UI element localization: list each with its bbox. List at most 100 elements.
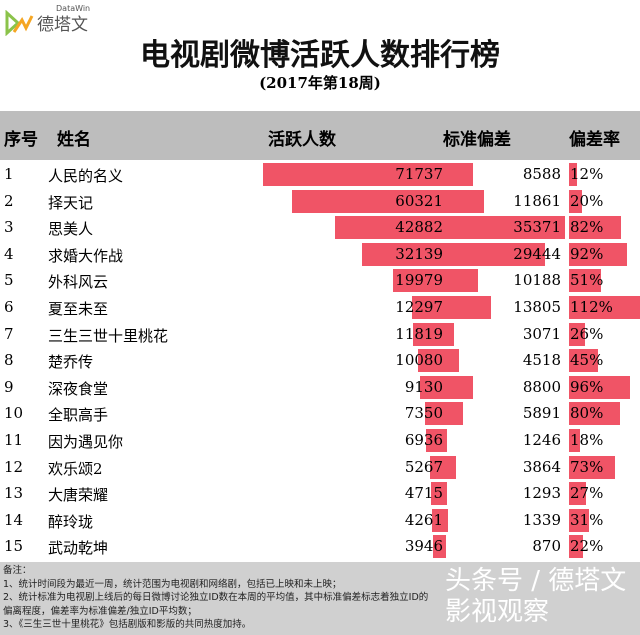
table-row: 9 深夜食堂 9130 8800 96% [0,374,640,401]
std-value: 1246 [522,430,561,449]
rate-value: 20% [570,191,604,210]
rank: 14 [4,510,24,529]
std-bar [443,163,473,186]
active-count: 3946 [404,537,443,556]
drama-name: 醉玲珑 [48,512,94,531]
rate-bar [569,482,587,506]
std-bar [443,242,545,266]
table-row: 6 夏至未至 12297 13805 112% [0,294,640,321]
table-row: 7 三生三世十里桃花 11819 3071 26% [0,321,640,348]
active-count: 32139 [395,244,443,263]
active-count: 12297 [395,297,443,316]
active-bar [417,349,443,373]
rank: 12 [4,457,24,476]
note-line: 2、统计标准为电视剧上线后的每日微博讨论独立ID数在本周的平均值，其中标准偏差标… [3,592,429,617]
std-bar [443,455,457,479]
rate-value: 51% [570,271,604,290]
active-count: 60321 [395,191,443,210]
ranking-table: 1 人民的名义 71737 8588 12% 2 择天记 60321 11861… [0,161,640,560]
rate-bar [569,216,621,240]
table-row: 10 全职高手 7350 5891 80% [0,400,640,427]
rate-bar [569,428,581,452]
rate-value: 18% [570,430,604,449]
std-value: 1293 [522,484,561,503]
table-row: 15 武动乾坤 3946 870 22% [0,533,640,560]
std-bar [443,269,479,293]
std-bar [443,349,459,373]
rate-value: 26% [570,324,604,343]
rate-value: 80% [570,404,604,423]
rank: 4 [4,244,14,263]
active-count: 71737 [395,165,443,183]
datawin-logo: DataWin 德塔文 [4,4,114,38]
std-bar [443,216,565,240]
drama-name: 深夜食堂 [48,379,109,398]
drama-name: 夏至未至 [48,299,109,318]
rate-bar [569,242,628,266]
active-count: 10080 [395,351,443,370]
active-bar [412,295,443,319]
rate-value: 96% [570,377,604,396]
header-std: 标准偏差 [443,130,511,150]
rate-bar [569,349,598,373]
std-value: 13805 [513,297,561,316]
active-bar [335,216,443,240]
active-count: 4261 [404,510,443,529]
notes: 备注： 1、统计时间段为最近一周，统计范围为电视剧和网络剧，包括已上映和未上映；… [0,562,640,635]
rank: 7 [4,324,14,343]
drama-name: 全职高手 [48,406,109,425]
table-row: 11 因为遇见你 6936 1246 18% [0,427,640,454]
rate-value: 12% [570,165,604,183]
table-row: 5 外科风云 19979 10188 51% [0,267,640,294]
rate-bar [569,455,616,479]
std-value: 5891 [522,404,561,423]
rate-bar [569,322,586,346]
active-count: 4715 [404,484,443,503]
std-value: 4518 [522,351,561,370]
table-row: 12 欢乐颂2 5267 3864 73% [0,454,640,481]
active-bar [429,455,443,479]
page-title: 电视剧微博活跃人数排行榜 [140,38,500,73]
table-header: 序号 姓名 活跃人数 标准偏差 偏差率 [0,111,640,160]
std-bar [443,189,484,213]
active-bar [433,535,443,559]
drama-name: 求婚大作战 [48,246,124,265]
rate-bar [569,269,602,293]
active-bar [413,322,443,346]
std-value: 10188 [513,271,561,290]
rank: 13 [4,484,24,503]
std-bar [443,375,474,399]
notes-text: 备注： 1、统计时间段为最近一周，统计范围为电视剧和网络剧，包括已上映和未上映；… [3,564,433,632]
std-value: 3864 [522,457,561,476]
note-line: 3、《三生三世十里桃花》包括剧版和影版的共同热度加持。 [3,619,252,630]
rate-value: 73% [570,457,604,476]
table-row: 13 大唐荣耀 4715 1293 27% [0,480,640,507]
active-count: 5267 [404,457,443,476]
std-bar [443,508,448,532]
std-value: 8588 [522,165,561,183]
active-bar [432,508,443,532]
std-bar [443,402,464,426]
std-bar [443,535,446,559]
active-bar [291,189,443,213]
drama-name: 思美人 [48,220,94,239]
logo-text: 德塔文 [37,15,88,35]
rate-value: 27% [570,484,604,503]
watermark: 头条号 / 德塔文影视观察 [445,566,627,627]
drama-name: 大唐荣耀 [48,486,109,505]
table-row: 8 楚乔传 10080 4518 45% [0,347,640,374]
header-name: 姓名 [57,130,91,150]
header-rank: 序号 [4,130,38,150]
rank: 2 [4,191,14,210]
table-row: 14 醉玲珑 4261 1339 31% [0,507,640,534]
rate-bar [569,295,640,319]
active-count: 11819 [395,324,443,343]
std-bar [443,295,491,319]
drama-name: 人民的名义 [48,167,124,185]
std-bar [443,428,448,452]
rank: 1 [4,165,14,183]
rate-bar [569,163,577,186]
std-bar [443,482,448,506]
active-bar [425,428,443,452]
std-value: 35371 [513,218,561,237]
